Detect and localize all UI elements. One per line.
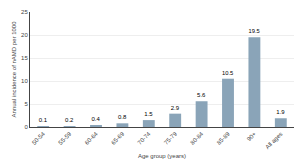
svg-text:0: 0 [24, 124, 28, 130]
svg-text:90+: 90+ [246, 130, 258, 142]
svg-text:0.4: 0.4 [91, 116, 100, 122]
svg-text:1.5: 1.5 [144, 111, 153, 117]
svg-text:19.5: 19.5 [248, 28, 259, 34]
svg-text:Annual incidence of nAMD per 1: Annual incidence of nAMD per 1000 [11, 21, 17, 118]
svg-text:5.6: 5.6 [197, 92, 206, 98]
svg-text:70-74: 70-74 [137, 130, 153, 146]
svg-text:5: 5 [24, 101, 28, 107]
svg-text:85-89: 85-89 [216, 130, 232, 146]
svg-text:10.5: 10.5 [222, 70, 233, 76]
svg-text:15: 15 [21, 55, 28, 61]
svg-text:55-59: 55-59 [57, 130, 73, 146]
svg-text:75-79: 75-79 [163, 130, 179, 146]
svg-text:50-54: 50-54 [31, 130, 47, 146]
svg-text:20: 20 [21, 32, 28, 38]
svg-text:0.1: 0.1 [39, 117, 48, 123]
svg-text:2.9: 2.9 [171, 105, 180, 111]
svg-text:0.2: 0.2 [65, 117, 74, 123]
svg-text:Age group (years): Age group (years) [138, 153, 186, 159]
svg-text:1.9: 1.9 [276, 109, 285, 115]
svg-text:65-69: 65-69 [110, 130, 126, 146]
svg-text:0.8: 0.8 [118, 114, 127, 120]
svg-text:10: 10 [21, 78, 28, 84]
svg-text:80-84: 80-84 [189, 130, 205, 146]
svg-text:All ages: All ages [264, 131, 283, 150]
svg-text:25: 25 [21, 9, 28, 15]
svg-text:60-64: 60-64 [84, 130, 100, 146]
